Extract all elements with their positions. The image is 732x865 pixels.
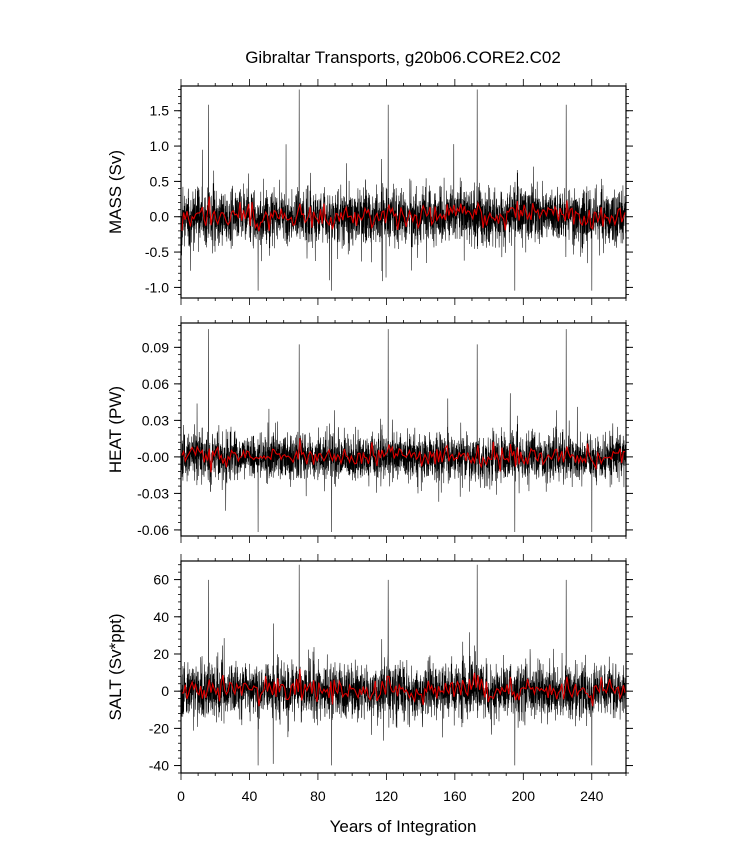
- y-tick-label: -0.06: [137, 522, 169, 538]
- x-tick-label: 40: [242, 788, 258, 804]
- chart-title: Gibraltar Transports, g20b06.CORE2.C02: [245, 48, 561, 67]
- x-axis-label: Years of Integration: [330, 817, 477, 836]
- y-tick-label: -1.0: [145, 279, 169, 295]
- y-tick-label: 40: [153, 609, 169, 625]
- monthly-series-line: [181, 329, 626, 533]
- x-tick-label: 0: [177, 788, 185, 804]
- y-tick-label: -0.03: [137, 485, 169, 501]
- y-tick-label: 0.06: [142, 376, 169, 392]
- y-tick-label: 0.0: [150, 209, 170, 225]
- y-tick-label: 0.03: [142, 412, 169, 428]
- x-tick-label: 240: [580, 788, 604, 804]
- panel-1: -0.06 -0.03 -0.00 0.03 0.06 0.09 HEAT (PW): [106, 316, 633, 543]
- y-axis-label: HEAT (PW): [106, 386, 125, 473]
- y-tick-label: 1.5: [150, 103, 170, 119]
- y-tick-label: 0.09: [142, 339, 169, 355]
- panel-frame: [180, 322, 627, 537]
- smoothed-series-line: [181, 196, 626, 232]
- x-tick-label: 120: [375, 788, 399, 804]
- panel-frame: [180, 560, 627, 774]
- smoothed-series-line: [181, 438, 626, 473]
- y-tick-label: -0.5: [145, 244, 169, 260]
- monthly-series-line: [181, 564, 626, 766]
- monthly-series-line: [181, 89, 626, 291]
- y-tick-label: -20: [149, 720, 169, 736]
- y-tick-label: 0.5: [150, 173, 170, 189]
- smoothed-series-line: [181, 668, 626, 707]
- y-axis-label: SALT (Sv*ppt): [106, 613, 125, 720]
- y-tick-label: 1.0: [150, 138, 170, 154]
- y-tick-label: -0.00: [137, 449, 169, 465]
- panel-2: -40 -20 0 20 40 60 0 40 80 120 160 200 240 SALT (Sv*p…: [106, 554, 633, 804]
- y-tick-label: -40: [149, 758, 169, 774]
- x-tick-label: 160: [443, 788, 467, 804]
- x-tick-label: 200: [512, 788, 536, 804]
- y-tick-label: 20: [153, 646, 169, 662]
- panel-frame: [180, 85, 627, 299]
- panel-0: -1.0 -0.5 0.0 0.5 1.0 1.5 MASS (Sv): [106, 79, 633, 305]
- x-tick-label: 80: [310, 788, 326, 804]
- y-axis-label: MASS (Sv): [106, 150, 125, 234]
- y-tick-label: 60: [153, 572, 169, 588]
- y-tick-label: 0: [161, 683, 169, 699]
